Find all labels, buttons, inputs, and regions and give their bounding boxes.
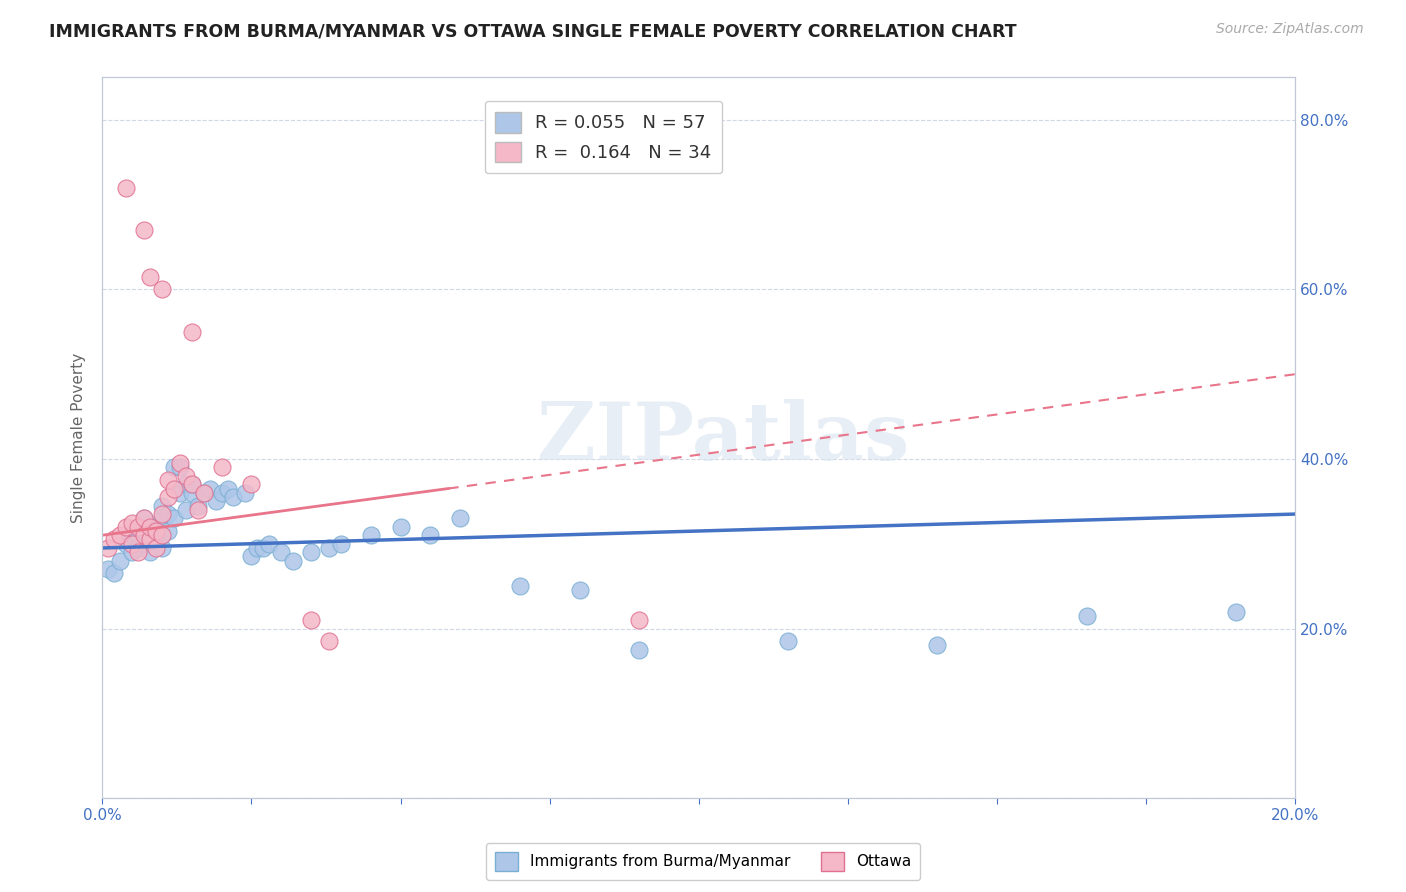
- Point: [145, 541, 167, 555]
- Point: [927, 639, 949, 653]
- Point: [150, 499, 173, 513]
- Point: [169, 456, 191, 470]
- Point: [97, 541, 120, 555]
- Point: [222, 490, 245, 504]
- Point: [169, 460, 191, 475]
- Point: [115, 520, 138, 534]
- Point: [121, 537, 143, 551]
- Point: [628, 613, 651, 627]
- Point: [299, 545, 322, 559]
- Point: [132, 524, 155, 538]
- Point: [103, 566, 125, 581]
- Point: [139, 533, 162, 547]
- Point: [150, 528, 173, 542]
- Point: [198, 482, 221, 496]
- Point: [121, 545, 143, 559]
- Point: [97, 562, 120, 576]
- Text: Source: ZipAtlas.com: Source: ZipAtlas.com: [1216, 22, 1364, 37]
- Point: [628, 642, 651, 657]
- Point: [169, 486, 191, 500]
- Point: [139, 545, 162, 559]
- Legend: Immigrants from Burma/Myanmar, Ottawa: Immigrants from Burma/Myanmar, Ottawa: [485, 843, 921, 880]
- Point: [156, 524, 179, 538]
- Point: [108, 554, 131, 568]
- Point: [217, 482, 239, 496]
- Point: [132, 537, 155, 551]
- Point: [127, 541, 149, 555]
- Point: [193, 486, 215, 500]
- Point: [150, 511, 173, 525]
- Text: ZIPatlas: ZIPatlas: [537, 399, 908, 476]
- Point: [132, 528, 155, 542]
- Point: [139, 520, 162, 534]
- Point: [252, 541, 274, 555]
- Point: [299, 613, 322, 627]
- Point: [187, 499, 209, 513]
- Point: [156, 507, 179, 521]
- Point: [449, 511, 471, 525]
- Point: [127, 545, 149, 559]
- Point: [115, 180, 138, 194]
- Point: [163, 482, 186, 496]
- Point: [150, 541, 173, 555]
- Point: [211, 460, 233, 475]
- Point: [132, 511, 155, 525]
- Point: [150, 507, 173, 521]
- Point: [419, 528, 441, 542]
- Point: [145, 533, 167, 547]
- Point: [174, 469, 197, 483]
- Point: [329, 537, 352, 551]
- Point: [211, 486, 233, 500]
- Point: [389, 520, 412, 534]
- Point: [132, 223, 155, 237]
- Point: [174, 477, 197, 491]
- Text: IMMIGRANTS FROM BURMA/MYANMAR VS OTTAWA SINGLE FEMALE POVERTY CORRELATION CHART: IMMIGRANTS FROM BURMA/MYANMAR VS OTTAWA …: [49, 22, 1017, 40]
- Point: [180, 486, 202, 500]
- Point: [509, 579, 531, 593]
- Point: [156, 473, 179, 487]
- Point: [240, 549, 263, 564]
- Point: [132, 511, 155, 525]
- Point: [1076, 608, 1098, 623]
- Point: [163, 460, 186, 475]
- Point: [259, 537, 281, 551]
- Point: [270, 545, 292, 559]
- Point: [193, 486, 215, 500]
- Point: [174, 503, 197, 517]
- Point: [108, 528, 131, 542]
- Point: [115, 537, 138, 551]
- Point: [163, 511, 186, 525]
- Point: [318, 541, 340, 555]
- Point: [127, 520, 149, 534]
- Point: [103, 533, 125, 547]
- Point: [318, 634, 340, 648]
- Point: [235, 486, 257, 500]
- Point: [778, 634, 800, 648]
- Point: [150, 282, 173, 296]
- Point: [127, 528, 149, 542]
- Point: [180, 477, 202, 491]
- Point: [145, 524, 167, 538]
- Point: [187, 503, 209, 517]
- Point: [360, 528, 382, 542]
- Point: [246, 541, 269, 555]
- Point: [145, 520, 167, 534]
- Point: [204, 494, 226, 508]
- Point: [1225, 605, 1247, 619]
- Point: [281, 554, 304, 568]
- Point: [150, 528, 173, 542]
- Point: [139, 269, 162, 284]
- Point: [121, 516, 143, 530]
- Point: [139, 528, 162, 542]
- Point: [121, 528, 143, 542]
- Point: [180, 477, 202, 491]
- Point: [180, 325, 202, 339]
- Y-axis label: Single Female Poverty: Single Female Poverty: [72, 352, 86, 523]
- Legend: R = 0.055   N = 57, R =  0.164   N = 34: R = 0.055 N = 57, R = 0.164 N = 34: [485, 101, 723, 173]
- Point: [568, 583, 591, 598]
- Point: [156, 490, 179, 504]
- Point: [240, 477, 263, 491]
